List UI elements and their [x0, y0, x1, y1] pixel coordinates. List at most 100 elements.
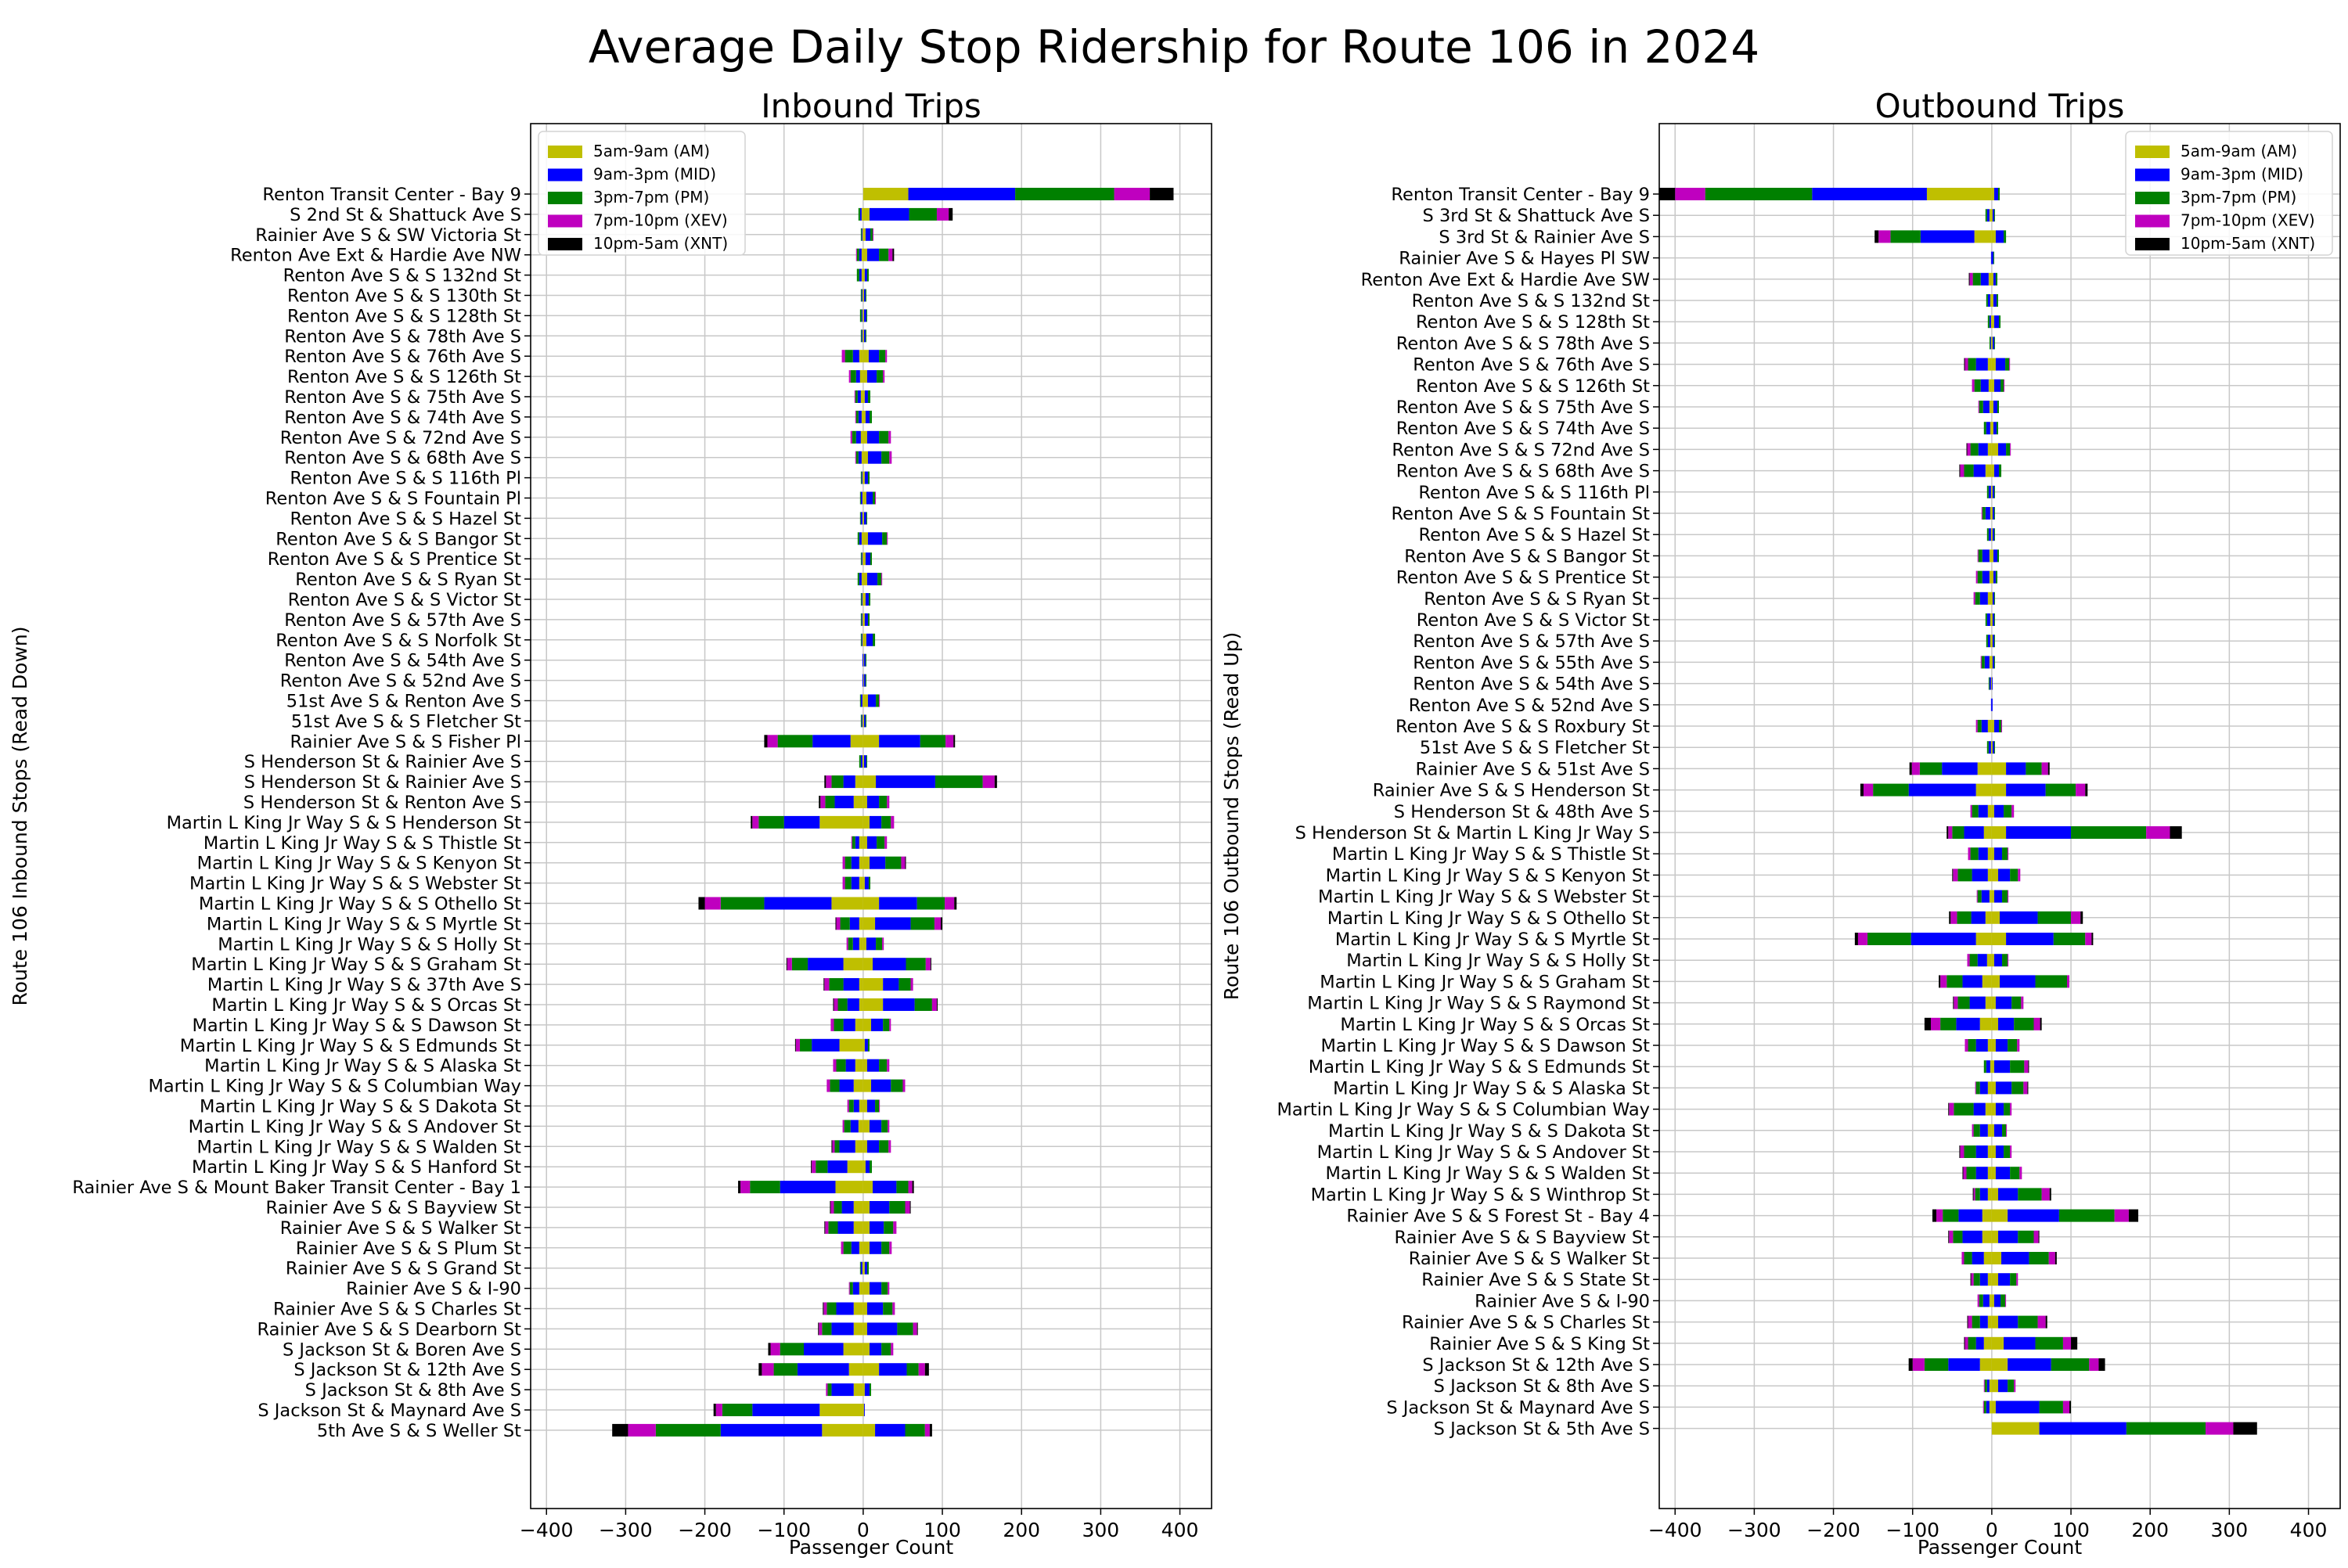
bar-segment-alightings-am: [862, 633, 863, 646]
plot-frame: [530, 123, 1212, 1509]
bar-segment-alightings-xnt: [768, 1343, 771, 1356]
bar-segment-alightings-pm: [1986, 485, 1989, 498]
bar-segment-alightings-mid: [1972, 1252, 1984, 1264]
bar-segment-boardings-pm: [2071, 826, 2147, 839]
bar-segment-alightings-pm: [860, 329, 862, 343]
bar-segment-boardings-xev: [892, 1302, 895, 1315]
bar-segment-alightings-am: [835, 1181, 863, 1194]
bar-segment-boardings-xnt: [2069, 1401, 2072, 1414]
bar-segment-boardings-xev: [2006, 1124, 2008, 1137]
bar-segment-alightings-pm: [822, 1322, 832, 1336]
bar-segment-alightings-xnt: [1959, 464, 1961, 477]
bar-segment-alightings-xev: [1963, 1167, 1967, 1180]
bar-segment-boardings-mid: [1995, 230, 2004, 243]
bar-segment-boardings-pm: [869, 1160, 873, 1174]
bar-segment-boardings-am: [1991, 549, 1993, 563]
bar-segment-boardings-pm: [877, 836, 885, 849]
bar-segment-alightings-xev: [826, 775, 832, 789]
bar-segment-boardings-am: [1991, 209, 1993, 222]
x-tick-label: −200: [678, 1519, 732, 1541]
bar-segment-alightings-am: [1987, 1145, 1992, 1158]
bar-segment-alightings-xev: [1975, 720, 1978, 732]
bar-segment-alightings-am: [861, 573, 863, 586]
bar-segment-boardings-xnt: [949, 207, 953, 221]
bar-segment-alightings-am: [859, 917, 863, 930]
bar-segment-alightings-pm: [834, 1018, 844, 1031]
bar-segment-boardings-am: [862, 1404, 864, 1416]
bar-segment-alightings-xev: [1948, 826, 1953, 839]
bar-segment-boardings-mid: [867, 532, 883, 545]
bar-segment-boardings-pm: [1998, 315, 2001, 329]
bar-segment-boardings-mid: [879, 1363, 907, 1376]
bar-segment-alightings-xev: [1940, 975, 1947, 988]
bar-segment-boardings-xev: [2114, 1209, 2129, 1222]
y-tick-label: Martin L King Jr Way S & S Dakota St: [200, 1097, 521, 1117]
y-tick-label: Renton Ave S & S Hazel St: [1418, 525, 1650, 545]
bar-segment-boardings-pm: [2010, 1060, 2025, 1074]
bar-segment-alightings-am: [1990, 677, 1992, 690]
y-tick-label: Renton Ave S & S 128th St: [287, 306, 521, 326]
bar-segment-boardings-mid: [879, 897, 917, 910]
bar-segment-alightings-xev: [834, 998, 838, 1011]
bar-segment-alightings-am: [1985, 911, 1992, 924]
bar-segment-alightings-mid: [851, 856, 859, 869]
bar-segment-boardings-mid: [1995, 1145, 2004, 1158]
y-tick-label: S 2nd St & Shattuck Ave S: [290, 205, 521, 225]
bar-segment-alightings-xev: [826, 1383, 828, 1397]
bar-segment-alightings-mid: [860, 512, 862, 525]
bar-segment-boardings-pm: [873, 491, 876, 505]
x-tick-label: −100: [757, 1519, 811, 1541]
bar-segment-alightings-am: [862, 289, 863, 302]
bar-segment-alightings-mid: [1989, 315, 1991, 329]
bar-segment-alightings-pm: [1952, 826, 1964, 839]
bar-segment-alightings-am: [1985, 996, 1992, 1009]
bar-segment-boardings-am: [862, 714, 864, 728]
bar-segment-boardings-mid: [883, 998, 915, 1011]
bar-segment-alightings-am: [862, 329, 863, 343]
bar-segment-alightings-pm: [829, 978, 844, 991]
bar-segment-boardings-pm: [2002, 954, 2008, 967]
bar-segment-alightings-am: [848, 1363, 863, 1376]
bar-segment-boardings-am: [862, 674, 864, 687]
bar-segment-alightings-am: [859, 978, 863, 991]
bar-segment-boardings-am: [1991, 230, 1996, 243]
bar-segment-alightings-mid: [851, 876, 859, 890]
bar-segment-boardings-pm: [2014, 1017, 2034, 1030]
bar-segment-alightings-am: [1989, 890, 1992, 903]
bar-segment-boardings-xev: [2014, 1379, 2016, 1393]
bar-segment-boardings-am: [1991, 762, 2007, 775]
bar-segment-boardings-xev: [2071, 911, 2081, 924]
bar-segment-alightings-pm: [858, 207, 860, 221]
bar-segment-alightings-pm: [1985, 209, 1987, 222]
y-tick-label: Renton Ave S & 74th Ave S: [284, 408, 521, 428]
bar-segment-boardings-am: [862, 694, 868, 707]
bar-segment-alightings-mid: [1982, 401, 1990, 413]
bar-segment-boardings-xev: [881, 573, 883, 586]
bar-segment-boardings-pm: [867, 471, 870, 484]
bar-segment-boardings-am: [862, 552, 866, 566]
bar-segment-alightings-mid: [812, 735, 851, 748]
bar-segment-alightings-mid: [1986, 209, 1990, 222]
bar-segment-boardings-xev: [918, 1363, 925, 1376]
bar-segment-alightings-mid: [1982, 1294, 1990, 1307]
bar-segment-boardings-mid: [1997, 1017, 2015, 1030]
y-tick-label: Martin L King Jr Way S & S Columbian Way: [148, 1077, 521, 1097]
bar-segment-boardings-pm: [881, 1241, 890, 1254]
bar-segment-alightings-mid: [859, 573, 862, 586]
bar-segment-alightings-am: [1977, 762, 1992, 775]
bar-segment-boardings-pm: [2018, 1188, 2042, 1201]
bar-segment-boardings-xev: [2048, 1252, 2055, 1264]
bar-segment-boardings-pm: [896, 1181, 909, 1194]
bar-segment-boardings-mid: [2006, 762, 2026, 775]
bar-segment-alightings-pm: [860, 552, 862, 566]
x-tick-label: 100: [2052, 1519, 2090, 1541]
bar-segment-boardings-xev: [2021, 996, 2024, 1009]
y-tick-label: Renton Ave S & S Fountain St: [1392, 504, 1651, 524]
bar-segment-boardings-am: [1991, 1379, 1998, 1393]
bar-segment-boardings-am: [862, 390, 865, 403]
bar-segment-boardings-xev: [2089, 1358, 2099, 1371]
y-tick-label: Renton Ave S & S 132nd St: [1412, 291, 1651, 311]
y-tick-label: Renton Ave S & S Ryan St: [295, 570, 521, 590]
bar-segment-boardings-pm: [1993, 613, 1995, 626]
bar-segment-boardings-pm: [2011, 996, 2022, 1009]
